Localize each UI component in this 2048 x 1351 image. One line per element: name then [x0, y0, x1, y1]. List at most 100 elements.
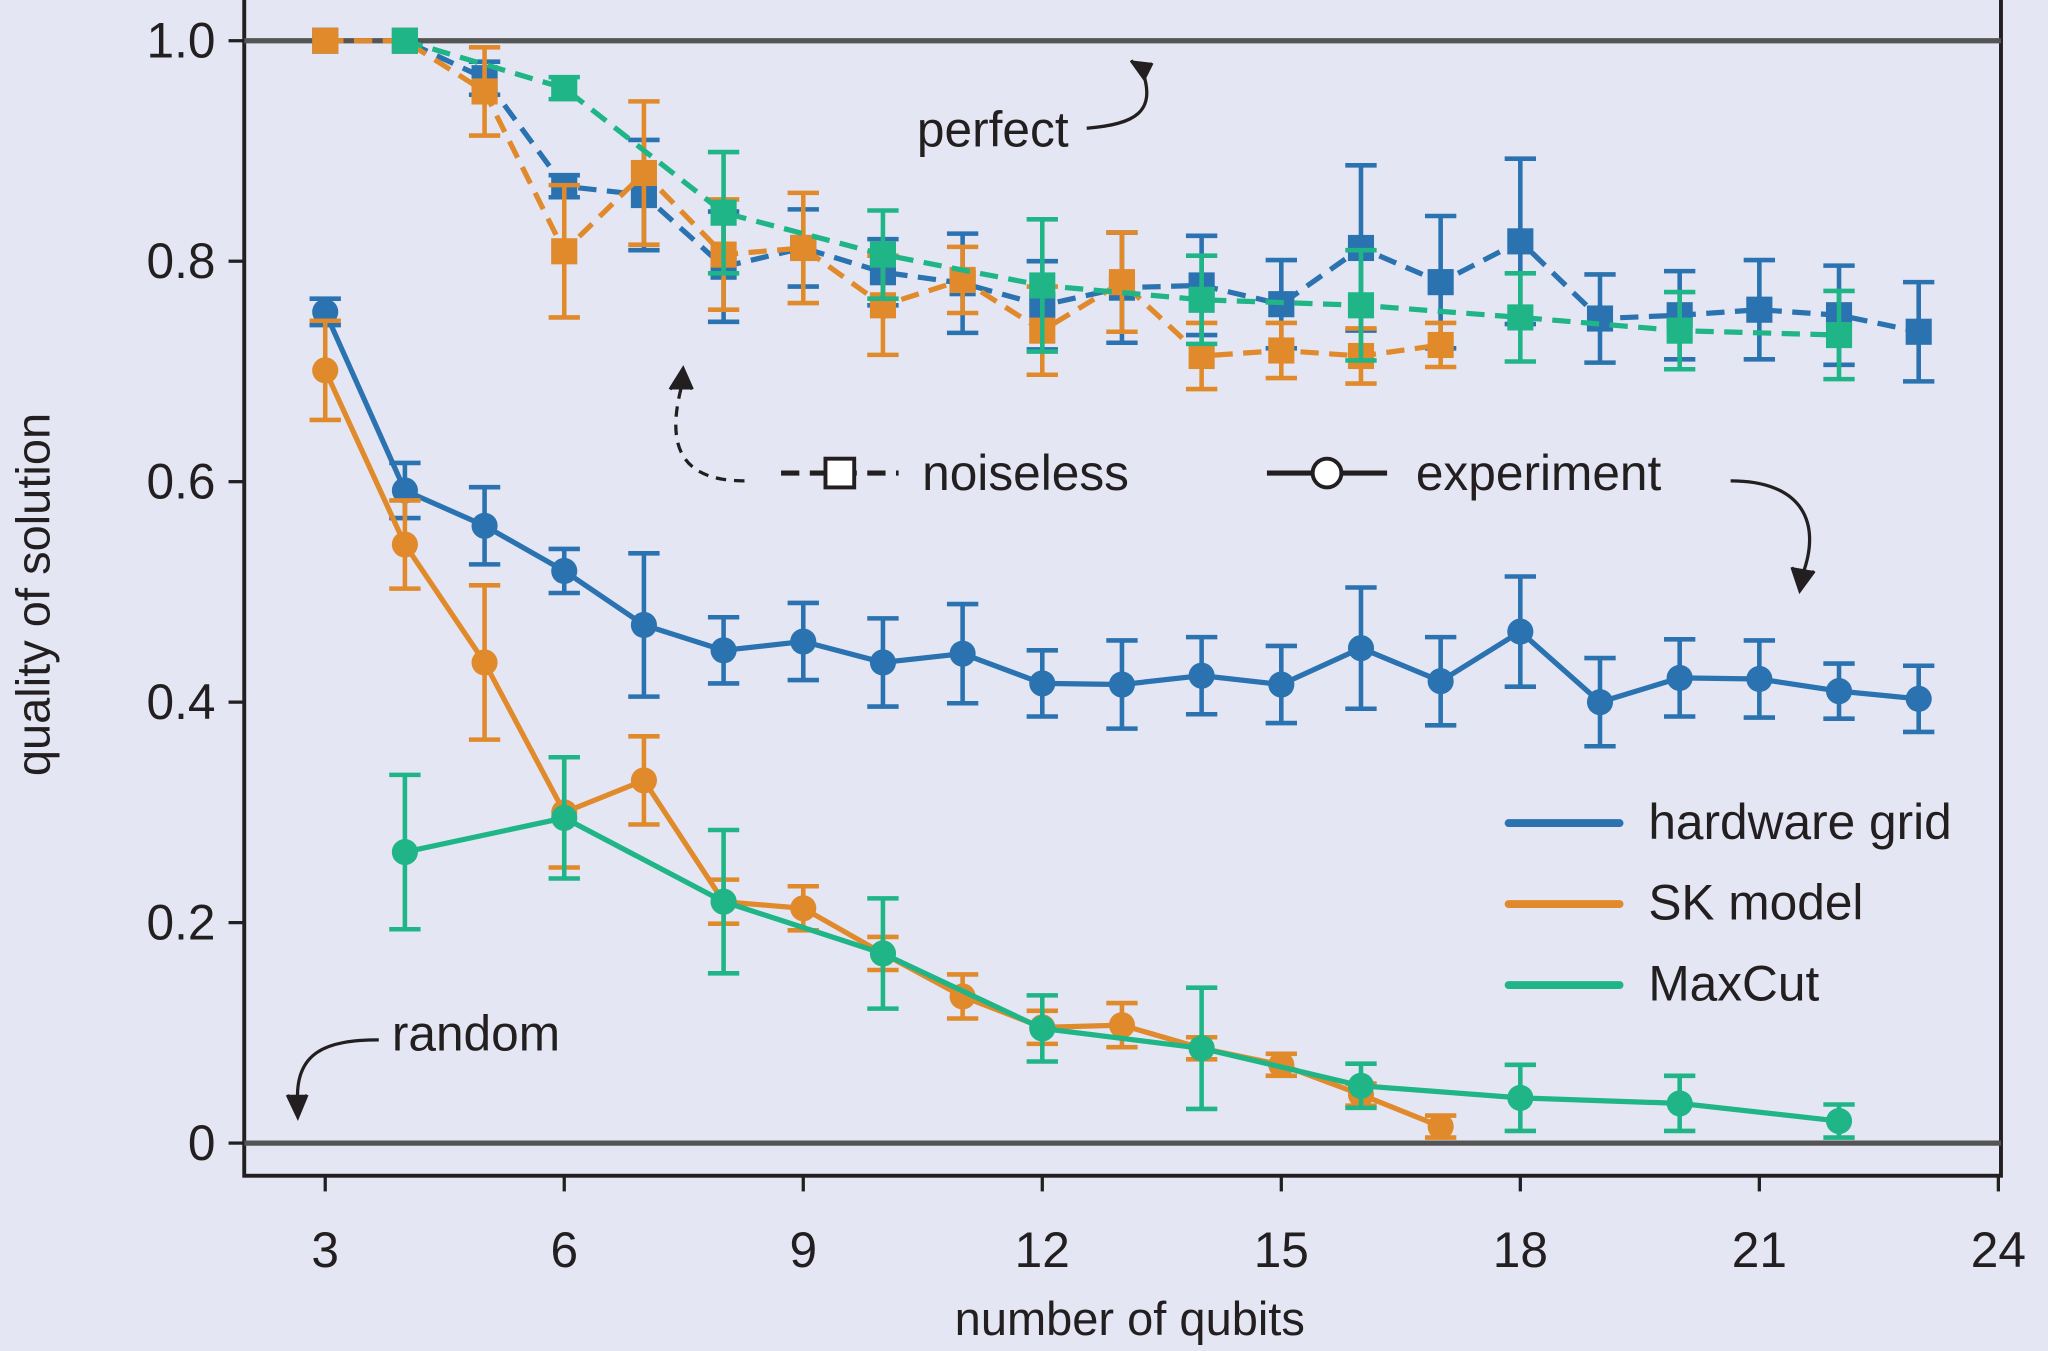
- arrow-experiment-head: [1790, 566, 1816, 595]
- data-point: [1427, 331, 1454, 359]
- y-tick-label: 0: [188, 1115, 216, 1171]
- y-tick-label: 0.4: [147, 674, 216, 730]
- data-point: [1825, 1107, 1853, 1135]
- annotation-perfect: perfect: [917, 102, 1069, 158]
- data-point: [790, 234, 817, 262]
- arrow-random: [295, 1038, 379, 1105]
- data-point: [312, 298, 339, 325]
- data-point: [1746, 665, 1773, 693]
- arrow-noiseless: [674, 385, 745, 483]
- data-point: [1666, 664, 1693, 691]
- data-point: [391, 531, 418, 558]
- legend-experiment-label: experiment: [1416, 445, 1662, 501]
- x-axis-label: number of qubits: [955, 1292, 1305, 1345]
- arrow-random-head: [285, 1094, 309, 1122]
- legend-label-hardware-grid: hardware grid: [1648, 794, 1951, 850]
- data-point: [551, 557, 578, 585]
- arrow-perfect-head: [1129, 59, 1154, 82]
- legend-noiseless-square: [823, 456, 857, 490]
- data-point: [312, 357, 339, 384]
- y-tick-label: 1.0: [147, 13, 216, 69]
- data-point: [551, 238, 578, 265]
- x-tick-label: 12: [1015, 1222, 1070, 1278]
- legend-label-sk-model: SK model: [1648, 875, 1863, 931]
- data-point: [1905, 685, 1932, 712]
- data-point: [471, 78, 498, 105]
- data-point: [551, 804, 578, 831]
- x-tick-label: 3: [311, 1222, 339, 1278]
- data-point: [1746, 296, 1773, 323]
- arrow-experiment: [1730, 479, 1812, 576]
- data-point: [1188, 286, 1215, 313]
- annotation-random: random: [392, 1005, 560, 1061]
- data-point: [1268, 337, 1295, 364]
- data-point: [1666, 1090, 1693, 1117]
- legend-noiseless-label: noiseless: [922, 445, 1129, 501]
- data-point: [1188, 1035, 1215, 1062]
- x-tick-label: 15: [1254, 1222, 1309, 1278]
- data-point: [1586, 689, 1614, 716]
- data-point: [391, 839, 418, 866]
- series-hardware-grid-experiment: [309, 296, 1935, 749]
- data-point: [790, 895, 817, 922]
- x-tick-label: 18: [1493, 1222, 1548, 1278]
- data-point: [1029, 272, 1056, 299]
- data-point: [630, 159, 657, 187]
- data-point: [312, 27, 339, 54]
- axes-frame: [242, 0, 2003, 1178]
- data-point: [1268, 671, 1295, 698]
- data-point: [471, 649, 498, 676]
- data-point: [630, 767, 657, 794]
- data-point: [1427, 668, 1454, 695]
- x-tick-label: 9: [789, 1222, 817, 1278]
- data-point: [1427, 269, 1454, 296]
- data-point: [710, 199, 737, 226]
- data-point: [1188, 662, 1215, 689]
- legend-label-maxcut: MaxCut: [1648, 956, 1819, 1012]
- data-point: [1905, 318, 1932, 345]
- data-point: [790, 628, 817, 655]
- arrow-perfect: [1086, 71, 1149, 130]
- series-line: [404, 38, 1840, 338]
- y-tick-label: 0.6: [147, 454, 216, 510]
- legend-experiment-circle: [1310, 456, 1344, 490]
- color-legend: [1504, 819, 1624, 989]
- data-point: [869, 940, 896, 967]
- series-line: [404, 815, 1840, 1124]
- data-point: [1586, 305, 1614, 332]
- data-point: [1507, 304, 1534, 331]
- annotation-arrows: [285, 59, 1816, 1122]
- data-point: [630, 611, 657, 639]
- data-point: [1666, 317, 1693, 344]
- data-point: [710, 637, 737, 664]
- arrow-noiseless-head: [668, 365, 694, 391]
- data-point: [1188, 342, 1215, 370]
- data-point: [1029, 670, 1056, 697]
- series-maxcut-experiment: [389, 754, 1855, 1140]
- data-point: [1347, 635, 1375, 662]
- data-point: [1507, 1084, 1534, 1111]
- series-maxcut-noiseless: [391, 27, 1855, 382]
- data-point: [949, 640, 976, 667]
- y-axis-label: quality of solution: [7, 413, 60, 776]
- data-point: [551, 75, 578, 102]
- plot-area: 3 6 9 12 15 18 21 24 0 0.2 0.4 0.6 0.8 1.0: [147, 0, 2026, 1278]
- data-point: [1347, 292, 1375, 319]
- x-tick-label: 24: [1971, 1222, 2026, 1278]
- data-point: [1108, 671, 1136, 698]
- x-tick-label: 21: [1732, 1222, 1787, 1278]
- data-point: [391, 27, 418, 54]
- style-legend-markers: [781, 456, 1388, 490]
- y-tick-label: 0.8: [147, 233, 216, 289]
- y-tick-label: 0.2: [147, 895, 216, 951]
- data-point: [471, 512, 498, 539]
- data-point: [869, 649, 896, 676]
- data-point: [1507, 228, 1534, 255]
- x-tick-label: 6: [550, 1222, 578, 1278]
- data-point: [391, 477, 418, 504]
- data-point: [1427, 1113, 1454, 1140]
- data-point: [1825, 321, 1853, 349]
- data-point: [1507, 618, 1534, 645]
- data-point: [1347, 1072, 1375, 1099]
- data-point: [1029, 1015, 1056, 1042]
